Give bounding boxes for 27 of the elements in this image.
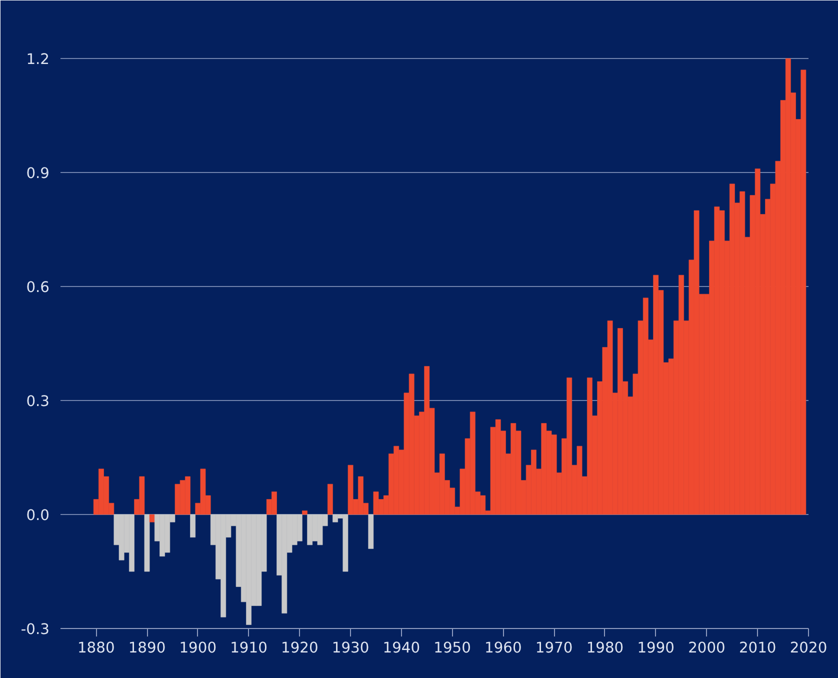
x-tick-label: 1910 bbox=[230, 640, 268, 656]
bar bbox=[190, 514, 196, 538]
bar bbox=[327, 484, 333, 515]
x-tick-label: 1950 bbox=[434, 640, 471, 656]
x-tick-label: 2020 bbox=[790, 640, 828, 656]
x-tick-label: 1880 bbox=[77, 640, 115, 656]
x-tick-label: 1900 bbox=[179, 640, 217, 656]
bar bbox=[302, 510, 308, 515]
bar bbox=[149, 514, 155, 522]
x-tick-label: 1970 bbox=[535, 640, 573, 656]
bar bbox=[368, 514, 374, 549]
x-tick-label: 1980 bbox=[586, 640, 624, 656]
x-tick-label: 2010 bbox=[738, 640, 776, 656]
x-tick-label: 1960 bbox=[484, 640, 522, 656]
y-tick-label: -0.3 bbox=[20, 621, 50, 638]
x-tick-label: 1890 bbox=[128, 640, 166, 656]
x-tick-label: 2000 bbox=[688, 640, 726, 656]
x-tick-label: 1930 bbox=[332, 640, 370, 656]
y-tick-label: 0.6 bbox=[26, 279, 50, 296]
bar bbox=[144, 514, 150, 572]
y-tick-label: 0.3 bbox=[26, 393, 50, 410]
x-tick-label: 1990 bbox=[637, 640, 675, 656]
y-tick-label: 0.9 bbox=[26, 165, 50, 182]
y-tick-label: 1.2 bbox=[26, 51, 50, 68]
x-tick-label: 1920 bbox=[281, 640, 318, 656]
x-tick-label: 1940 bbox=[382, 640, 420, 656]
y-tick-label: 0.0 bbox=[26, 507, 50, 524]
